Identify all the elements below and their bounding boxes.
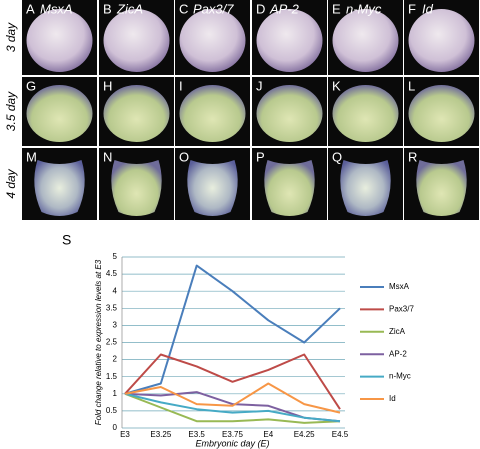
panel-label: S: [62, 232, 71, 248]
series-line: [124, 392, 341, 423]
y-tick-label: 2: [113, 355, 118, 364]
embryo: [179, 85, 246, 142]
panel-letter: F: [408, 1, 416, 16]
legend-label: AP-2: [389, 349, 407, 358]
row-label: 3.5 day: [4, 91, 18, 131]
legend-label: n-Myc: [389, 372, 411, 381]
embryo: [332, 9, 399, 72]
series-line: [124, 382, 341, 414]
panel-letter: O: [179, 149, 189, 164]
legend-label: Pax3/7: [389, 305, 414, 314]
embryo: [256, 85, 323, 142]
embryo: [34, 160, 85, 216]
column-header: Pax3/7: [193, 1, 234, 16]
panel-letter: I: [179, 78, 183, 93]
row-label: 4 day: [4, 168, 18, 198]
embryo: [103, 85, 170, 142]
embryo: [26, 9, 93, 72]
embryo: [332, 85, 399, 142]
y-tick-label: 4: [113, 286, 118, 295]
x-axis-title: Embryonic day (E): [195, 438, 269, 448]
embryo: [408, 9, 475, 72]
embryo: [264, 160, 315, 216]
y-tick-label: 5: [113, 252, 118, 261]
series-line: [124, 264, 341, 395]
x-tick-label: E4.5: [332, 430, 349, 439]
y-tick-label: 0: [113, 423, 118, 432]
x-tick-label: E4: [263, 430, 273, 439]
panel-letter: K: [332, 78, 341, 93]
panel-letter: A: [26, 1, 35, 16]
panel-letter: G: [26, 78, 36, 93]
panel-letter: H: [103, 78, 112, 93]
embryo: [187, 160, 238, 216]
x-tick-label: E4.25: [294, 430, 315, 439]
y-tick-label: 1: [113, 389, 118, 398]
column-header: Id: [422, 1, 434, 16]
embryo: [179, 9, 246, 72]
y-tick-label: 0.5: [106, 406, 118, 415]
panel-letter: D: [256, 1, 265, 16]
legend-label: MsxA: [389, 282, 410, 291]
embryo: [103, 9, 170, 72]
panel-letter: L: [408, 78, 415, 93]
panel-letter: R: [408, 149, 417, 164]
column-header: ZicA: [116, 1, 143, 16]
y-tick-label: 3: [113, 321, 118, 330]
panel-letter: P: [256, 149, 265, 164]
embryo: [416, 160, 467, 216]
embryo: [26, 85, 93, 142]
column-header: n-Myc: [346, 1, 382, 16]
panel-letter: N: [103, 149, 112, 164]
y-tick-label: 4.5: [106, 269, 118, 278]
column-header: MsxA: [40, 1, 73, 16]
x-tick-label: E3.75: [222, 430, 243, 439]
column-header: AP-2: [269, 1, 300, 16]
panel-letter: C: [179, 1, 188, 16]
row-label: 3 day: [4, 22, 18, 52]
embryo: [408, 85, 475, 142]
y-axis-title: Fold change relative to expression level…: [94, 259, 103, 425]
series-line: [124, 353, 341, 410]
embryo: [256, 9, 323, 72]
panel-letter: E: [332, 1, 341, 16]
y-tick-label: 2.5: [106, 338, 118, 347]
legend-label: Id: [389, 394, 396, 403]
y-tick-label: 3.5: [106, 303, 118, 312]
x-tick-label: E3.5: [188, 430, 205, 439]
x-tick-label: E3.25: [150, 430, 171, 439]
embryo: [340, 160, 391, 216]
panel-letter: J: [256, 78, 263, 93]
y-tick-label: 1.5: [106, 372, 118, 381]
x-tick-label: E3: [120, 430, 130, 439]
embryo: [111, 160, 162, 216]
panel-letter: M: [26, 149, 37, 164]
legend-label: ZicA: [389, 327, 406, 336]
panel-letter: Q: [332, 149, 342, 164]
series-line: [124, 392, 341, 424]
panel-letter: B: [103, 1, 112, 16]
